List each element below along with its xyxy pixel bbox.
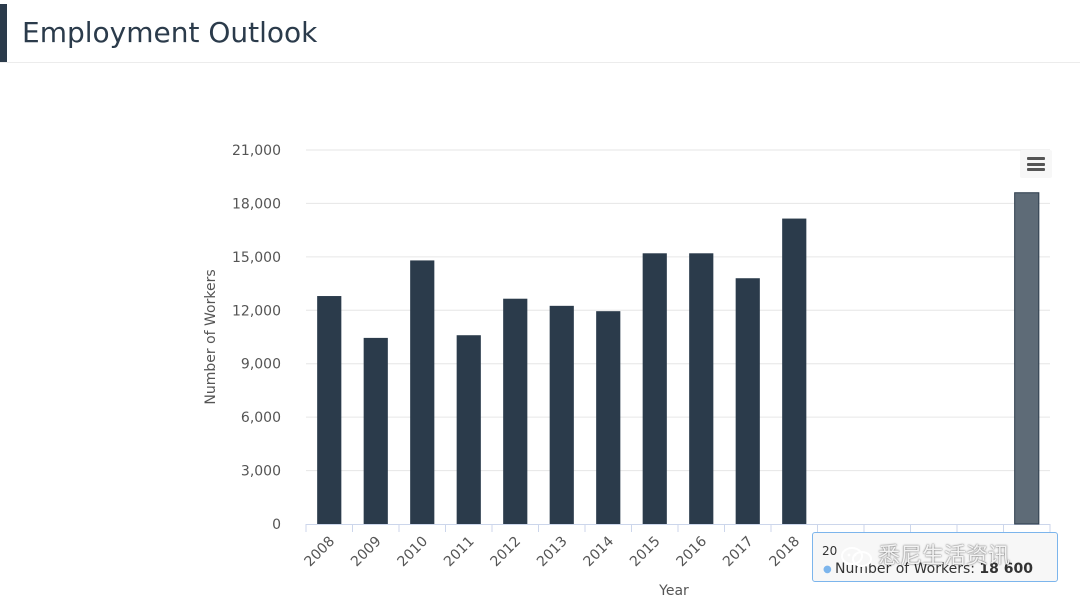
bar-2023[interactable] (1014, 192, 1040, 525)
employment-bar-chart: 0 3,000 6,000 9,000 12,000 15,000 18,000 21,000… (0, 64, 1080, 604)
x-tick-label: 2015 (627, 534, 664, 571)
x-tick-label: 2012 (488, 534, 525, 571)
y-tick-label: 9,000 (241, 357, 281, 373)
tooltip-series-label: Number of Workers: 18 600 (835, 561, 1033, 577)
y-tick-label: 12,000 (232, 303, 281, 319)
x-tick-label: 2016 (674, 533, 711, 570)
x-tick-label: 2013 (534, 534, 571, 571)
x-tick-label: 2018 (767, 534, 804, 571)
chart-container: 0 3,000 6,000 9,000 12,000 15,000 18,000 21,000… (0, 64, 1080, 604)
x-tick-label: 2017 (720, 534, 757, 571)
y-tick-label: 0 (272, 517, 281, 533)
bar-2017[interactable] (735, 278, 760, 524)
bar-2009[interactable] (363, 337, 388, 524)
y-tick-label: 3,000 (241, 464, 281, 480)
bar-2018[interactable] (782, 218, 807, 525)
bar-2012[interactable] (503, 298, 528, 524)
x-tick-label: 2014 (581, 533, 618, 570)
y-tick-label: 15,000 (232, 250, 281, 266)
bar-2013[interactable] (549, 305, 574, 524)
page-title: Employment Outlook (22, 16, 318, 49)
bar-2016[interactable] (689, 253, 714, 525)
y-tick-label: 21,000 (232, 143, 281, 159)
chart-tooltip: 20 ● Number of Workers: 18 600 (812, 532, 1058, 582)
y-tick-label: 18,000 (232, 196, 281, 212)
hamburger-menu-icon (1027, 157, 1045, 160)
hamburger-menu-icon-line (1027, 162, 1045, 166)
x-tick-label: 2010 (395, 534, 432, 571)
hamburger-menu-icon-line (1027, 168, 1045, 171)
header-accent-bar (0, 4, 7, 62)
x-tick-label: 2011 (441, 534, 478, 571)
x-tick-label: 2008 (302, 534, 339, 571)
chart-svg: 0 3,000 6,000 9,000 12,000 15,000 18,000 21,000… (203, 143, 1051, 599)
chart-context-menu-button[interactable] (1020, 150, 1052, 178)
page-header: Employment Outlook (0, 0, 1080, 63)
bar-2011[interactable] (456, 335, 481, 524)
y-tick-label: 6,000 (241, 410, 281, 426)
x-axis-title: Year (658, 583, 689, 599)
bar-2015[interactable] (642, 253, 667, 525)
bar-2014[interactable] (596, 311, 621, 524)
tooltip-series-name: Number of Workers: (835, 561, 980, 577)
bar-2010[interactable] (410, 260, 435, 524)
bar-2008[interactable] (317, 296, 342, 524)
x-tick-label: 2009 (348, 534, 385, 571)
y-axis-title: Number of Workers (203, 269, 219, 404)
tooltip-year: 20 (822, 544, 838, 558)
tooltip-series-dot-icon: ● (823, 564, 832, 575)
tooltip-value: 18 600 (979, 561, 1034, 577)
